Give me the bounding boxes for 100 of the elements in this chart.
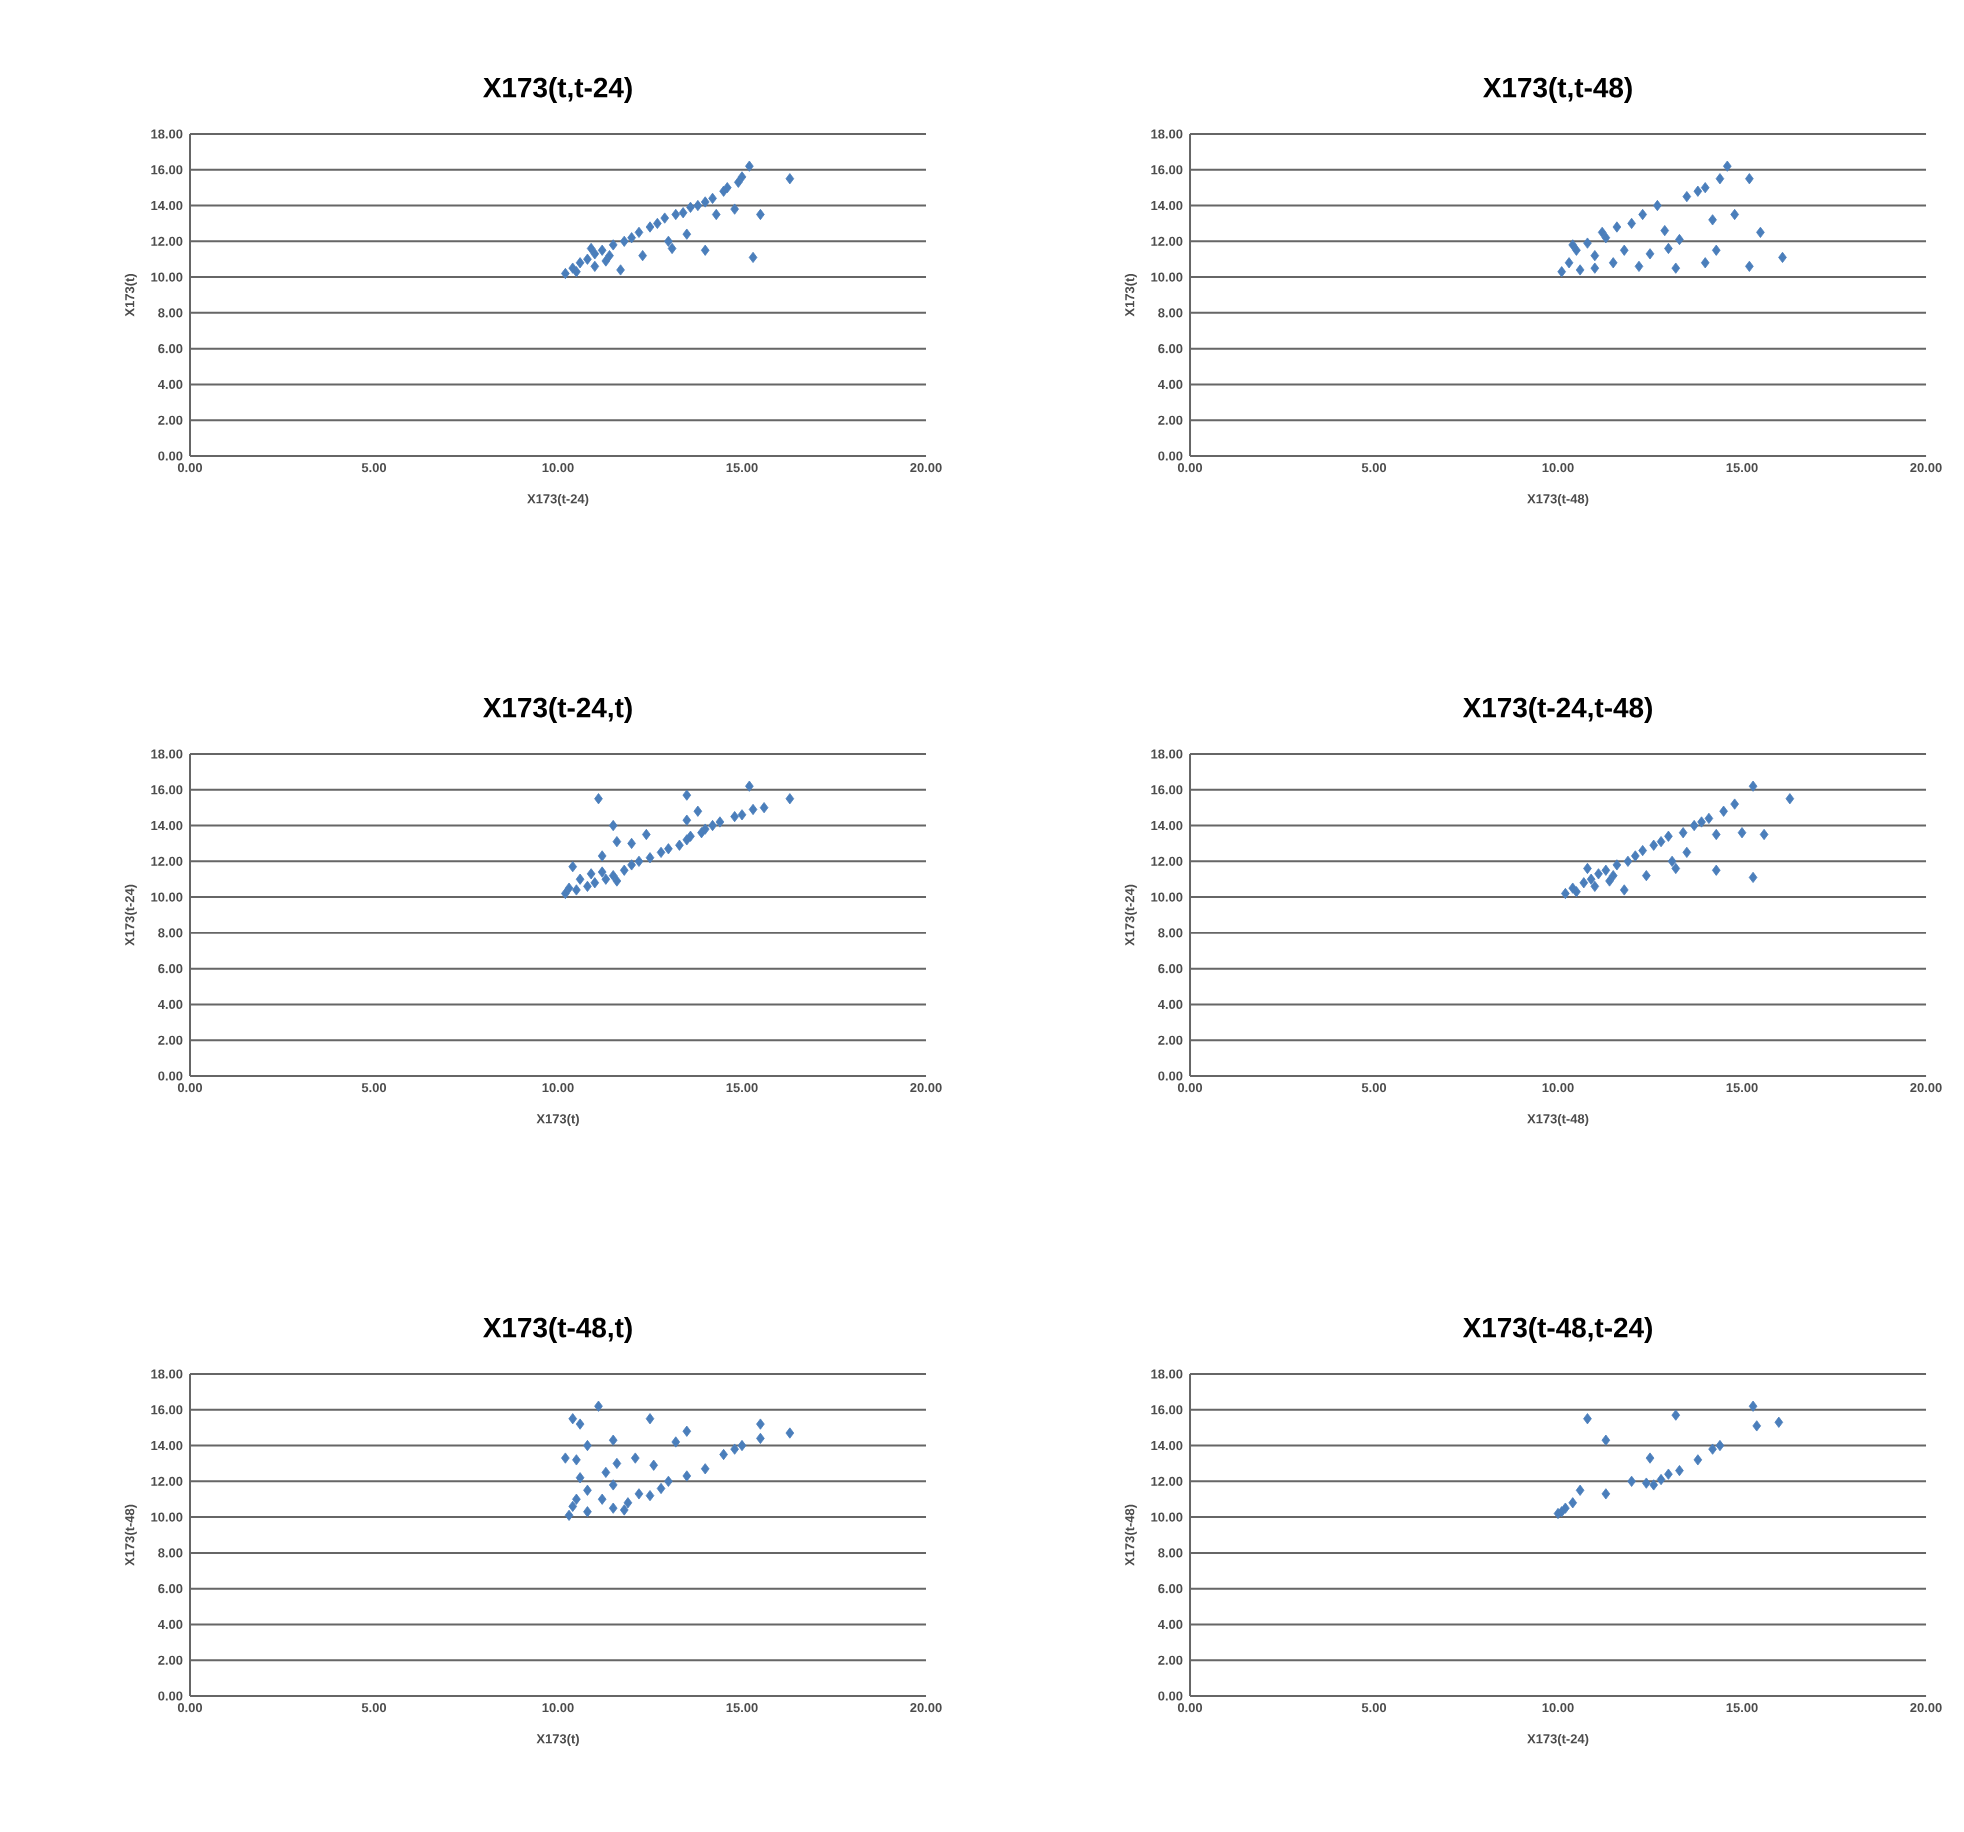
point: [1590, 250, 1600, 262]
point: [608, 239, 618, 251]
point: [583, 880, 592, 892]
point: [590, 877, 600, 889]
point: [667, 242, 677, 255]
point: [586, 868, 596, 880]
point: [1557, 266, 1566, 278]
point: [597, 850, 607, 862]
point: [1638, 845, 1647, 857]
point: [686, 201, 695, 213]
point: [1671, 262, 1681, 274]
point: [671, 208, 681, 221]
point: [785, 173, 795, 185]
point: [1745, 260, 1754, 272]
point: [745, 160, 754, 172]
point: [597, 244, 607, 256]
point: [756, 1418, 765, 1430]
point: [612, 1457, 622, 1470]
point: [1619, 884, 1629, 896]
point: [1568, 239, 1578, 251]
point: [1759, 828, 1769, 841]
point: [730, 811, 739, 823]
point: [638, 250, 647, 262]
point: [649, 1459, 658, 1471]
point: [1627, 1475, 1636, 1487]
point: [564, 1509, 574, 1521]
chart-title: X173(t-24,t): [483, 696, 632, 723]
point: [745, 780, 754, 792]
point: [586, 242, 596, 255]
point: [1704, 812, 1714, 824]
point: [568, 1413, 578, 1425]
point: [1671, 1409, 1681, 1421]
point: [1715, 173, 1725, 185]
point: [1785, 793, 1795, 805]
point: [656, 1482, 666, 1495]
point: [1608, 257, 1618, 269]
point: [1656, 836, 1666, 848]
point: [708, 192, 717, 204]
point: [1675, 1465, 1684, 1477]
point: [612, 836, 622, 848]
point: [561, 1452, 570, 1464]
point: [734, 176, 743, 188]
point: [1693, 1454, 1703, 1466]
point: [1575, 264, 1585, 276]
point: [605, 250, 614, 262]
point: [608, 1502, 618, 1514]
point: [575, 257, 585, 269]
point: [1678, 827, 1688, 839]
point: [1656, 1473, 1666, 1486]
point: [575, 1472, 585, 1484]
point: [619, 235, 629, 247]
point: [1723, 160, 1732, 172]
point: [711, 208, 721, 221]
point: [1730, 798, 1739, 810]
chart-title: X173(t,t-24): [483, 76, 632, 103]
point: [700, 196, 710, 208]
point: [612, 875, 622, 887]
point: [682, 228, 692, 240]
point: [1711, 864, 1721, 876]
point: [1601, 1488, 1611, 1500]
point: [1708, 214, 1717, 226]
point: [1748, 780, 1758, 792]
point: [1711, 244, 1721, 256]
point: [1642, 870, 1651, 882]
point: [619, 864, 629, 876]
point: [1700, 182, 1710, 194]
chart-title: X173(t,t-48): [1483, 76, 1632, 103]
point: [583, 253, 592, 265]
point: [1586, 873, 1596, 885]
point: [1664, 830, 1673, 842]
point: [601, 255, 611, 267]
point: [664, 1475, 673, 1487]
point: [608, 1434, 618, 1446]
point: [1597, 226, 1607, 238]
point: [597, 1493, 607, 1505]
point: [730, 1443, 739, 1455]
chart-title: X173(t-24,t-48): [1462, 696, 1652, 723]
point: [572, 1454, 581, 1466]
point: [627, 232, 636, 244]
point: [1664, 1468, 1673, 1480]
point: [730, 203, 739, 215]
point: [1645, 248, 1655, 260]
point: [1601, 1434, 1611, 1446]
point: [1612, 221, 1622, 233]
point: [678, 207, 688, 219]
point: [1564, 257, 1574, 269]
point: [653, 217, 662, 229]
point: [1619, 244, 1629, 256]
point: [572, 884, 581, 896]
point: [597, 866, 607, 878]
point: [1575, 1484, 1585, 1496]
point: [693, 805, 703, 817]
point: [601, 873, 611, 885]
point: [1634, 260, 1644, 272]
point: [634, 855, 644, 867]
point: [693, 199, 703, 212]
point: [623, 1497, 633, 1509]
point: [1605, 875, 1614, 887]
point: [1579, 877, 1589, 889]
point: [619, 1504, 629, 1516]
